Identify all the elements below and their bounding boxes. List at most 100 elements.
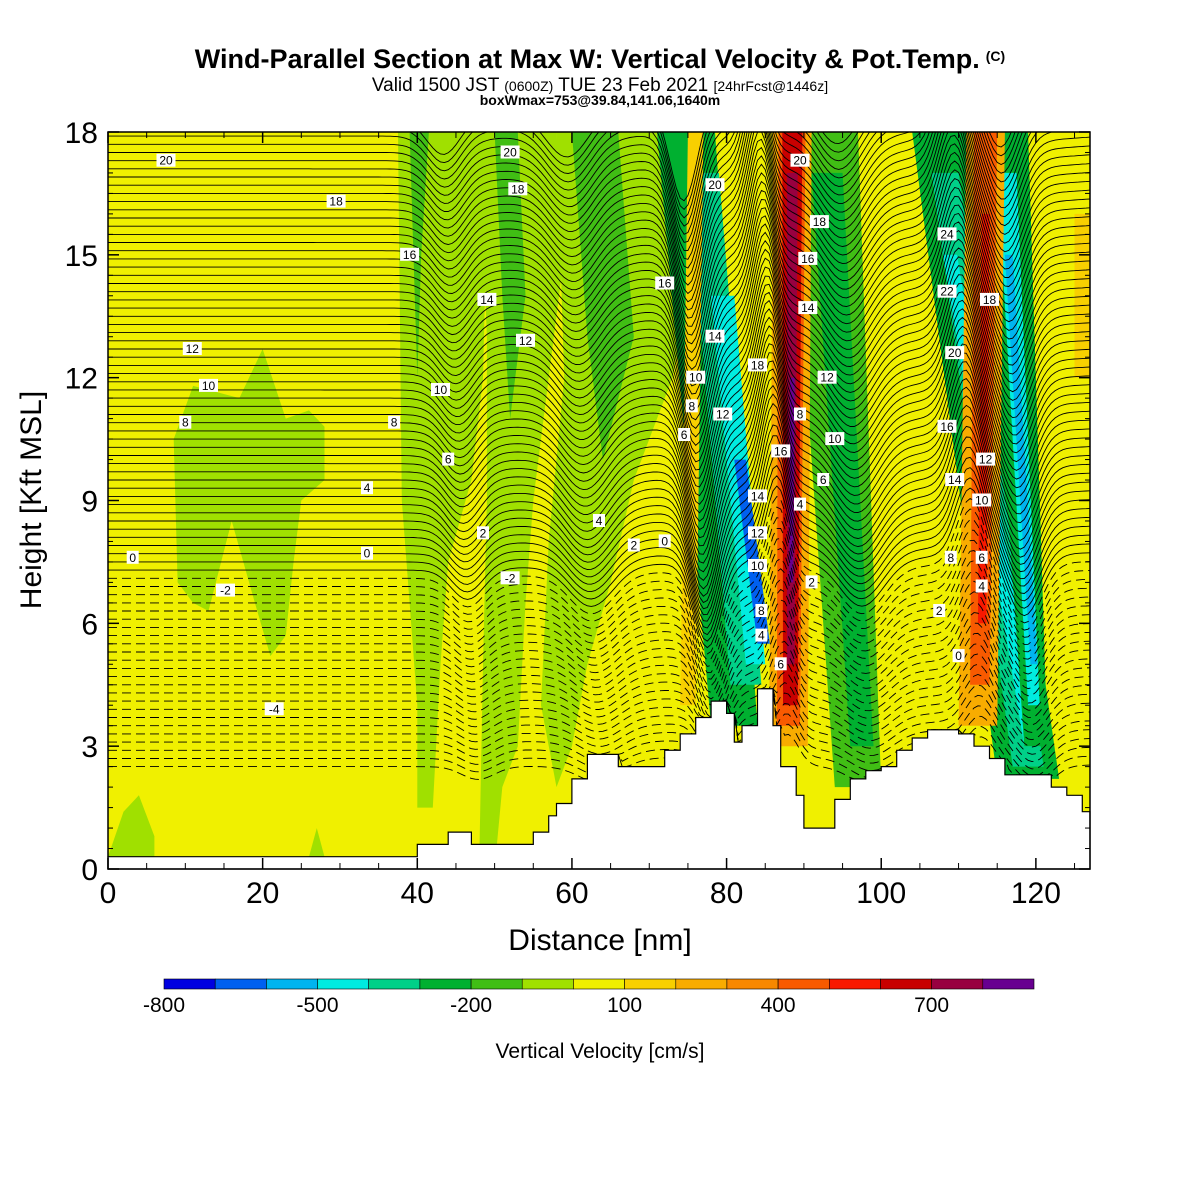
isentrope-label-text: 24 xyxy=(940,227,954,241)
isentrope-label: 16 xyxy=(655,276,675,291)
isentrope-label-text: 2 xyxy=(808,575,815,589)
isentrope-label-box xyxy=(771,444,791,458)
isentrope-label: 10 xyxy=(431,383,450,397)
isentrope-label-box xyxy=(477,292,497,306)
chart-title-text: Wind-Parallel Section at Max W: Vertical… xyxy=(194,44,980,74)
isentrope-label-box xyxy=(442,452,455,466)
isentrope-label-box xyxy=(805,575,818,589)
isentrope-label-box xyxy=(944,550,957,564)
isentrope-label: 24 xyxy=(937,227,957,241)
colorbar-swatch xyxy=(777,978,830,990)
isentrope-line xyxy=(108,610,1090,718)
isentrope-label-text: 2 xyxy=(936,604,943,618)
isentrope-label-text: 20 xyxy=(159,154,173,168)
isentrope-label: 16 xyxy=(798,251,818,266)
valid-utc: (0600Z) xyxy=(504,78,554,94)
isentrope-label-text: 2 xyxy=(480,526,487,540)
isentrope-label: 16 xyxy=(771,444,791,458)
isentrope-line xyxy=(108,195,1090,395)
isentrope-label-text: -4 xyxy=(269,702,280,716)
isentrope-label-box xyxy=(798,301,818,315)
isentrope-label-text: 0 xyxy=(364,547,371,561)
isentrope-label-box xyxy=(199,378,218,392)
isentrope-label-text: 10 xyxy=(828,432,842,446)
isentrope-line xyxy=(108,151,1090,354)
isentrope-label-text: 12 xyxy=(820,371,834,385)
isentrope-line xyxy=(108,368,1090,564)
isentrope-label-box xyxy=(825,432,845,446)
isentrope-label: 2 xyxy=(627,538,640,553)
isentrope-label-text: 10 xyxy=(689,371,703,385)
isentrope-label-box xyxy=(748,526,767,540)
isentrope-label-text: 16 xyxy=(940,420,954,434)
isentrope-label: 0 xyxy=(658,534,671,548)
isentrope-label: 4 xyxy=(975,579,988,594)
isentrope-label-box xyxy=(809,215,829,229)
isentrope-label: 12 xyxy=(817,370,837,385)
isentrope-label-text: 8 xyxy=(797,408,804,422)
isentrope-line xyxy=(108,132,1090,327)
isentrope-line xyxy=(108,360,1090,555)
x-tick-label: 20 xyxy=(246,877,279,910)
isentrope-label-box xyxy=(361,481,373,495)
isentrope-label: 4 xyxy=(755,628,768,643)
isentrope-line xyxy=(108,485,1090,649)
isentrope-label: 14 xyxy=(748,489,767,503)
isentrope-label: -4 xyxy=(264,702,284,716)
isentrope-label: 18 xyxy=(748,358,767,372)
isentrope-line xyxy=(108,506,1090,661)
colorbar-label: Vertical Velocity [cm/s] xyxy=(496,1040,705,1063)
isentrope-label-text: 14 xyxy=(480,293,494,307)
downdraft-west-ridge xyxy=(409,132,429,378)
isentrope-label: -2 xyxy=(500,571,520,585)
isentrope-label-box xyxy=(326,194,346,208)
isentrope-label: 8 xyxy=(685,399,698,413)
isentrope-label: 12 xyxy=(713,407,733,422)
x-tick-label: 0 xyxy=(100,877,117,910)
downdraft-mid xyxy=(494,132,526,419)
copyright-mark: (C) xyxy=(985,48,1006,64)
isentrope-label-box xyxy=(705,329,725,343)
isentrope-label: 2 xyxy=(477,526,489,540)
isentrope-label: 2 xyxy=(805,575,818,589)
colorbar-swatch xyxy=(163,978,216,990)
colorbar-swatch xyxy=(726,978,779,990)
isentrope-label-text: 4 xyxy=(978,580,985,594)
colorbar-swatch xyxy=(880,978,933,990)
isentrope-label-box xyxy=(976,452,996,466)
isentrope-label: 8 xyxy=(755,604,768,618)
isentrope-line xyxy=(108,588,1090,713)
isentrope-line xyxy=(108,247,1090,446)
isentrope-label-box xyxy=(361,546,373,560)
isentrope-label-text: 8 xyxy=(947,551,954,565)
weak-downdraft-west xyxy=(173,349,325,657)
valid-date: TUE 23 Feb 2021 xyxy=(558,75,709,96)
y-tick-label: 0 xyxy=(81,854,98,887)
isentrope-label-box xyxy=(945,473,965,486)
isentrope-line xyxy=(108,274,1090,471)
isentrope-label-box xyxy=(182,342,202,355)
isentrope-line xyxy=(108,352,1090,547)
isentrope-label-box xyxy=(593,514,605,527)
isentrope-label: 16 xyxy=(400,247,420,262)
isentrope-label-text: 20 xyxy=(503,146,517,160)
isentrope-label: 6 xyxy=(975,550,988,565)
isentrope-line xyxy=(108,265,1090,463)
colorbar-swatch xyxy=(317,978,370,990)
isentrope-label-text: 10 xyxy=(202,379,216,393)
isentrope-line xyxy=(108,132,1090,311)
isentrope-label-text: 18 xyxy=(751,358,765,372)
isentrope-label-box xyxy=(755,628,768,642)
downdraft-east-core xyxy=(811,172,874,747)
isentrope-line xyxy=(108,299,1090,497)
x-tick-label: 100 xyxy=(856,877,906,910)
isentrope-label-text: 0 xyxy=(661,534,668,548)
isentrope-label-box xyxy=(748,358,767,372)
isentrope-line xyxy=(108,435,1090,616)
isentrope-line xyxy=(108,620,1090,718)
isentrope-label-text: 18 xyxy=(329,195,343,209)
isentrope-label-text: 20 xyxy=(708,178,722,192)
isentrope-line xyxy=(108,134,1090,336)
isentrope-label: 10 xyxy=(748,559,767,573)
isentrope-label-text: 14 xyxy=(948,473,962,487)
